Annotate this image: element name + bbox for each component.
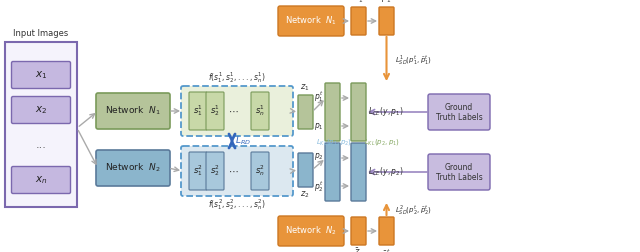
FancyBboxPatch shape (351, 7, 366, 35)
Text: $L_{CE}(y,p_2)$: $L_{CE}(y,p_2)$ (368, 166, 404, 178)
Bar (5, 42, 77, 207)
FancyBboxPatch shape (351, 143, 366, 201)
Text: $p_1^t$: $p_1^t$ (314, 89, 324, 104)
Text: Input Images: Input Images (13, 29, 68, 38)
FancyBboxPatch shape (251, 92, 269, 130)
FancyBboxPatch shape (12, 97, 70, 123)
Text: $x_n$: $x_n$ (35, 174, 47, 186)
Text: $x_1$: $x_1$ (35, 69, 47, 81)
FancyBboxPatch shape (379, 7, 394, 35)
Text: $\bar{p}_1^t$: $\bar{p}_1^t$ (381, 0, 392, 5)
Text: $s_2^2$: $s_2^2$ (210, 164, 220, 178)
FancyBboxPatch shape (379, 217, 394, 245)
FancyBboxPatch shape (351, 83, 366, 141)
FancyBboxPatch shape (298, 95, 313, 129)
Text: $L_{SD}^1(p_1^t,\bar{p}_1^t)$: $L_{SD}^1(p_1^t,\bar{p}_1^t)$ (395, 52, 432, 66)
Text: $\bar{z}_2$: $\bar{z}_2$ (354, 247, 364, 252)
Text: Ground: Ground (445, 103, 473, 111)
FancyBboxPatch shape (278, 6, 344, 36)
Text: $z_2$: $z_2$ (300, 189, 309, 200)
Text: Network  $N_1$: Network $N_1$ (105, 105, 161, 117)
Text: $L_{CE}(y,p_1)$: $L_{CE}(y,p_1)$ (368, 106, 404, 118)
FancyBboxPatch shape (96, 93, 170, 129)
Text: $L_{RD}$: $L_{RD}$ (235, 135, 251, 147)
FancyBboxPatch shape (428, 94, 490, 130)
Text: $x_2$: $x_2$ (35, 104, 47, 116)
Text: $z_1$: $z_1$ (300, 82, 309, 93)
FancyBboxPatch shape (12, 61, 70, 88)
Text: $s_1^2$: $s_1^2$ (193, 164, 203, 178)
Text: $p_1$: $p_1$ (314, 121, 324, 133)
Text: $s_2^1$: $s_2^1$ (210, 104, 220, 118)
FancyBboxPatch shape (181, 86, 293, 136)
FancyBboxPatch shape (325, 83, 340, 141)
Text: Ground: Ground (445, 163, 473, 172)
Text: Network  $N_1$: Network $N_1$ (285, 15, 337, 27)
FancyBboxPatch shape (251, 152, 269, 190)
Text: $s_1^1$: $s_1^1$ (193, 104, 203, 118)
Text: $\bar{p}_2^t$: $\bar{p}_2^t$ (381, 247, 392, 252)
FancyBboxPatch shape (189, 92, 207, 130)
FancyBboxPatch shape (206, 152, 224, 190)
FancyBboxPatch shape (12, 167, 70, 194)
FancyBboxPatch shape (298, 153, 313, 187)
Text: $s_n^1$: $s_n^1$ (255, 104, 265, 118)
FancyBboxPatch shape (181, 146, 293, 196)
Text: $p_2^t$: $p_2^t$ (314, 179, 324, 195)
Text: $\cdots$: $\cdots$ (228, 166, 238, 176)
Text: $f(s_1^1,s_2^1,...,s_n^1)$: $f(s_1^1,s_2^1,...,s_n^1)$ (208, 70, 266, 85)
FancyBboxPatch shape (96, 150, 170, 186)
Text: Network  $N_2$: Network $N_2$ (285, 225, 337, 237)
Text: $L_{KL}(p_2,p_1)$: $L_{KL}(p_2,p_1)$ (365, 137, 401, 147)
Text: $f(s_1^2,s_2^2,...,s_n^2)$: $f(s_1^2,s_2^2,...,s_n^2)$ (208, 197, 266, 212)
FancyBboxPatch shape (428, 154, 490, 190)
Text: $L_{KL}(p_1,p_2)$: $L_{KL}(p_1,p_2)$ (316, 137, 353, 147)
Text: $\bar{z}_1$: $\bar{z}_1$ (354, 0, 364, 5)
FancyBboxPatch shape (325, 143, 340, 201)
FancyBboxPatch shape (278, 216, 344, 246)
Text: $\cdots$: $\cdots$ (228, 106, 238, 116)
FancyBboxPatch shape (351, 217, 366, 245)
Text: $L_{SD}^2(p_2^t,\bar{p}_2^t)$: $L_{SD}^2(p_2^t,\bar{p}_2^t)$ (395, 203, 432, 215)
Text: Truth Labels: Truth Labels (436, 173, 483, 182)
Text: ...: ... (36, 140, 47, 150)
FancyBboxPatch shape (206, 92, 224, 130)
Text: $p_2$: $p_2$ (314, 151, 324, 163)
FancyBboxPatch shape (189, 152, 207, 190)
Text: Network  $N_2$: Network $N_2$ (106, 162, 161, 174)
Text: Truth Labels: Truth Labels (436, 113, 483, 122)
Text: $s_n^2$: $s_n^2$ (255, 164, 265, 178)
